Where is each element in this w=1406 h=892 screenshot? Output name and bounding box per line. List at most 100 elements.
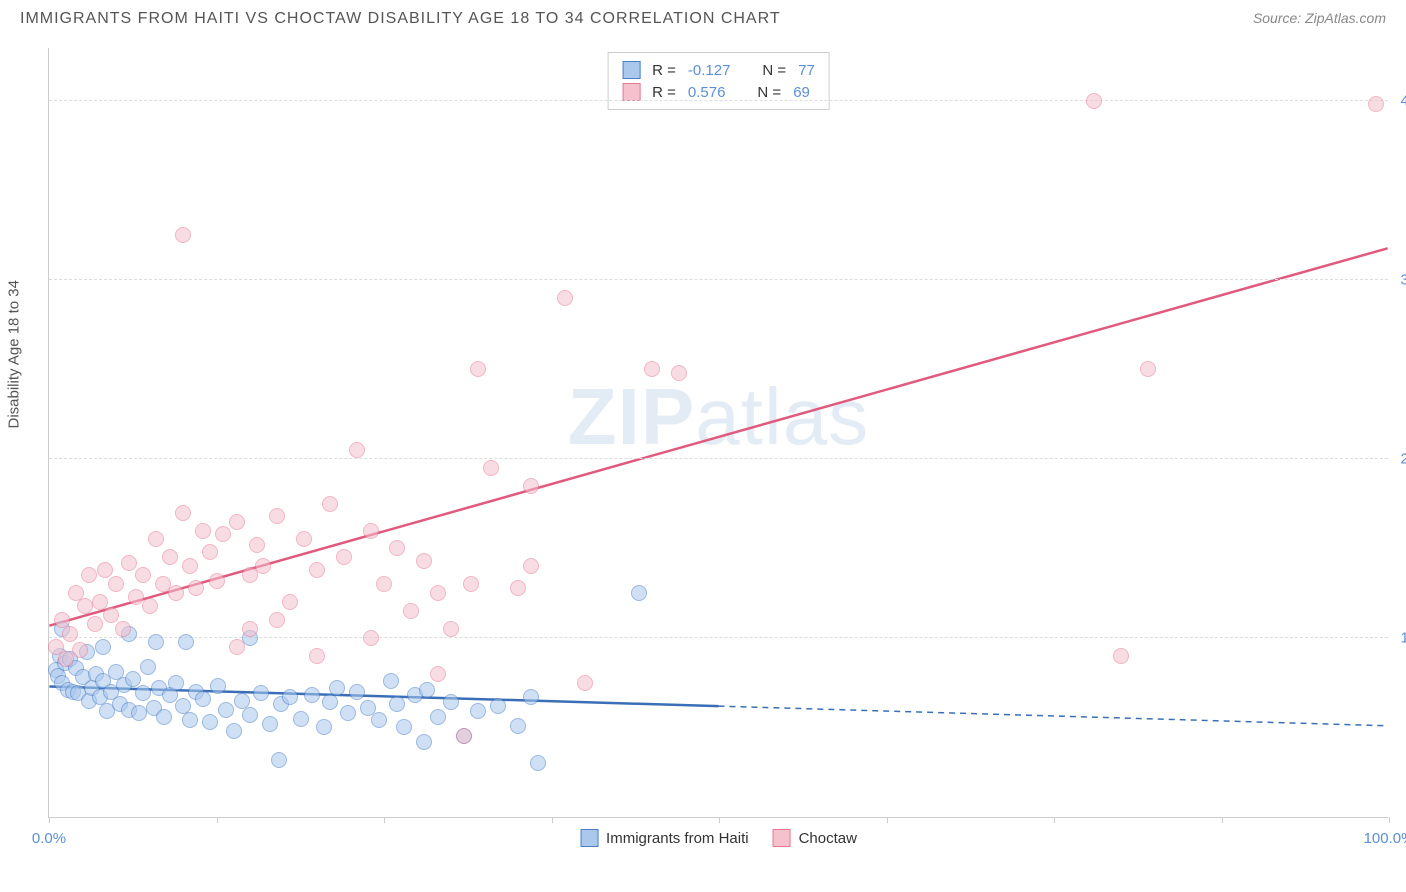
x-tick [1054,817,1055,823]
data-point-series-1 [336,549,352,565]
data-point-series-1 [416,553,432,569]
x-tick [1222,817,1223,823]
data-point-series-1 [430,666,446,682]
data-point-series-1 [249,537,265,553]
x-tick [1389,817,1390,823]
data-point-series-1 [269,612,285,628]
data-point-series-0 [416,734,432,750]
data-point-series-1 [62,626,78,642]
r-label: R = [652,84,676,101]
data-point-series-1 [309,648,325,664]
legend-stats: R = -0.127 N = 77 R = 0.576 N = 69 [607,52,830,110]
data-point-series-1 [182,558,198,574]
watermark-heavy: ZIP [568,372,695,461]
data-point-series-1 [148,531,164,547]
data-point-series-0 [202,714,218,730]
data-point-series-0 [430,709,446,725]
data-point-series-0 [316,719,332,735]
data-point-series-1 [255,558,271,574]
data-point-series-1 [269,508,285,524]
data-point-series-1 [430,585,446,601]
data-point-series-1 [229,639,245,655]
r-value-series-1: 0.576 [688,84,726,101]
data-point-series-1 [463,576,479,592]
data-point-series-1 [195,523,211,539]
data-point-series-1 [510,580,526,596]
data-point-series-1 [202,544,218,560]
r-value-series-0: -0.127 [688,62,731,79]
data-point-series-1 [296,531,312,547]
data-point-series-0 [271,752,287,768]
data-point-series-1 [209,573,225,589]
data-point-series-0 [242,707,258,723]
data-point-series-0 [95,639,111,655]
data-point-series-1 [389,540,405,556]
data-point-series-0 [490,698,506,714]
data-point-series-0 [218,702,234,718]
legend-swatch-series-1 [622,83,640,101]
data-point-series-1 [229,514,245,530]
data-point-series-0 [293,711,309,727]
legend-swatch-series-0 [580,829,598,847]
x-tick [217,817,218,823]
data-point-series-1 [97,562,113,578]
data-point-series-0 [304,687,320,703]
data-point-series-1 [168,585,184,601]
data-point-series-1 [142,598,158,614]
data-point-series-1 [376,576,392,592]
watermark-light: atlas [695,372,869,461]
data-point-series-1 [242,621,258,637]
data-point-series-0 [470,703,486,719]
data-point-series-1 [403,603,419,619]
data-point-series-0 [631,585,647,601]
data-point-series-1 [108,576,124,592]
data-point-series-0 [168,675,184,691]
n-label: N = [762,62,786,79]
data-point-series-1 [1368,96,1384,112]
series-1-name: Choctaw [799,830,857,847]
legend-swatch-series-1 [773,829,791,847]
legend-item-series-0: Immigrants from Haiti [580,829,749,847]
gridline [49,100,1388,101]
legend-item-series-1: Choctaw [773,829,857,847]
data-point-series-1 [175,227,191,243]
data-point-series-0 [182,712,198,728]
data-point-series-0 [156,709,172,725]
watermark: ZIPatlas [568,371,869,463]
x-tick [552,817,553,823]
n-label: N = [757,84,781,101]
data-point-series-1 [483,460,499,476]
data-point-series-0 [396,719,412,735]
x-tick-label: 100.0% [1364,830,1406,847]
data-point-series-1 [309,562,325,578]
data-point-series-0 [389,696,405,712]
data-point-series-1 [72,642,88,658]
y-tick-label: 30.0% [1400,271,1406,288]
data-point-series-1 [121,555,137,571]
data-point-series-1 [363,523,379,539]
data-point-series-0 [523,689,539,705]
data-point-series-0 [253,685,269,701]
data-point-series-1 [644,361,660,377]
data-point-series-0 [340,705,356,721]
scatter-chart: ZIPatlas R = -0.127 N = 77 R = 0.576 N =… [48,48,1388,818]
data-point-series-0 [383,673,399,689]
source-prefix: Source: [1253,10,1305,26]
data-point-series-1 [577,675,593,691]
n-value-series-0: 77 [798,62,815,79]
data-point-series-0 [135,685,151,701]
data-point-series-0 [148,634,164,650]
legend-swatch-series-0 [622,61,640,79]
data-point-series-0 [349,684,365,700]
data-point-series-0 [371,712,387,728]
n-value-series-1: 69 [793,84,810,101]
data-point-series-1 [349,442,365,458]
data-point-series-1 [470,361,486,377]
data-point-series-0 [510,718,526,734]
data-point-series-1 [87,616,103,632]
x-tick [384,817,385,823]
data-point-series-1 [363,630,379,646]
x-tick [887,817,888,823]
data-point-series-1 [162,549,178,565]
data-point-series-1 [135,567,151,583]
